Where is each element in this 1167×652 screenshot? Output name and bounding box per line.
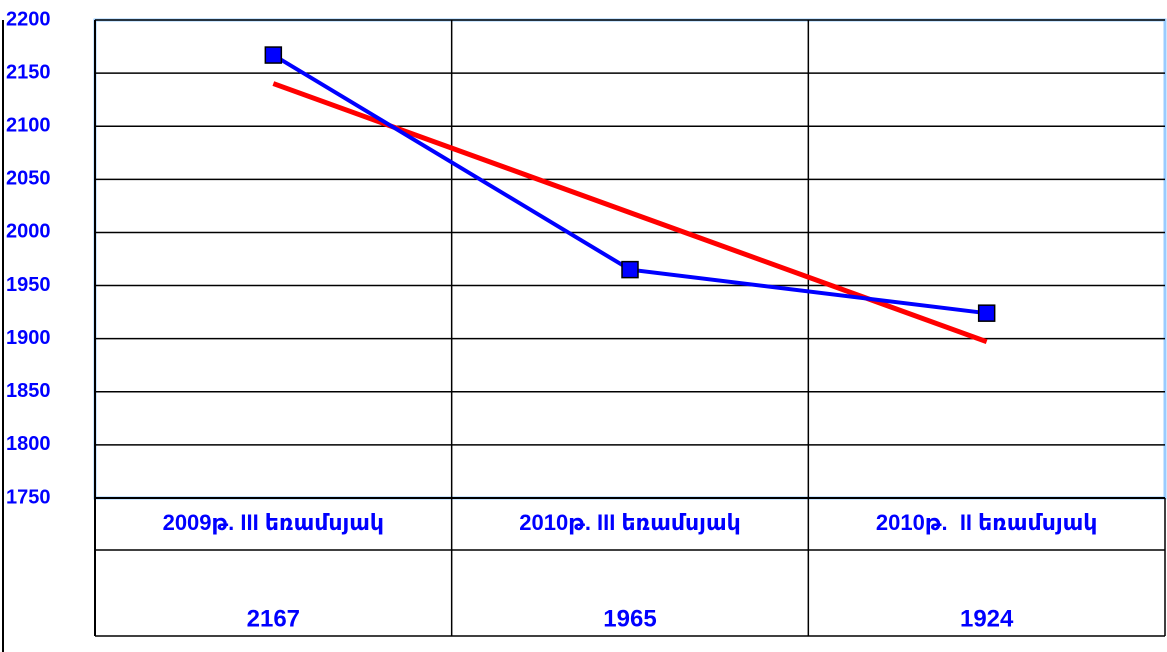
category-label: 2010թ. III եռամսյակ: [519, 510, 741, 535]
y-tick-label: 1850: [6, 380, 51, 402]
marker: [621, 260, 639, 279]
category-label: 2009թ. III եռամսյակ: [163, 510, 385, 535]
y-tick-label: 2000: [6, 221, 51, 243]
y-tick-label: 2100: [6, 115, 51, 137]
y-tick-label: 1950: [6, 274, 51, 296]
y-tick-label: 1900: [6, 327, 51, 349]
marker: [264, 46, 283, 64]
table-value: 1965: [603, 605, 656, 632]
plot-border: [93, 18, 1167, 500]
table-value: 1924: [960, 605, 1014, 632]
category-label: 2010թ. II եռամսյակ: [876, 510, 1098, 535]
table-value: 2167: [247, 605, 300, 632]
marker: [977, 304, 996, 322]
y-tick-label: 1750: [6, 486, 51, 508]
trend-line: [272, 81, 988, 345]
y-tick-label: 2150: [6, 61, 51, 83]
y-tick-label: 2200: [6, 8, 51, 30]
y-tick-label: 1800: [6, 433, 51, 455]
y-tick-label: 2050: [6, 168, 51, 190]
